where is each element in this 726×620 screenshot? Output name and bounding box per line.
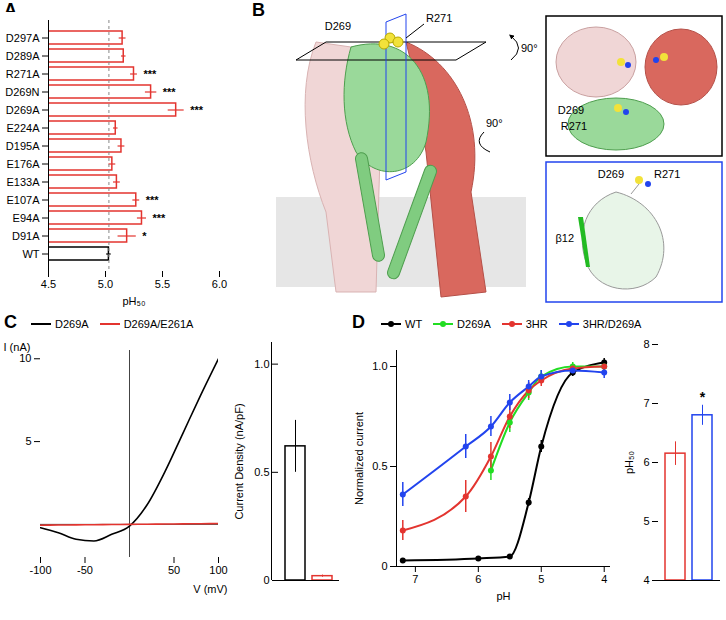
svg-text:R271: R271: [426, 12, 452, 24]
html-text:C: C: [4, 312, 17, 332]
svg-text:7: 7: [412, 573, 418, 585]
svg-text:5.0: 5.0: [98, 278, 113, 290]
svg-text:100: 100: [209, 564, 227, 576]
svg-text:6.0: 6.0: [212, 278, 227, 290]
html-text:D269A: D269A: [457, 318, 491, 330]
html-text:D269A: D269A: [55, 318, 89, 330]
svg-text:0.5: 0.5: [254, 466, 269, 478]
svg-text:1.0: 1.0: [372, 360, 387, 372]
svg-text:5: 5: [643, 515, 649, 527]
svg-text:pH₅₀: pH₅₀: [122, 295, 145, 307]
svg-text:*: *: [142, 230, 147, 242]
svg-text:***: ***: [143, 68, 157, 80]
html-text:WT: WT: [405, 318, 423, 330]
svg-text:V (mV): V (mV): [193, 583, 227, 595]
svg-text:4: 4: [643, 574, 649, 586]
svg-text:D269: D269: [558, 104, 584, 116]
svg-text:pH₅₀: pH₅₀: [623, 451, 635, 474]
svg-text:0: 0: [263, 574, 269, 586]
svg-text:E133A: E133A: [6, 176, 40, 188]
svg-text:D269A: D269A: [6, 104, 40, 116]
svg-text:***: ***: [146, 194, 160, 206]
svg-text:4: 4: [601, 573, 607, 585]
html-text:3HR/D269A: 3HR/D269A: [582, 318, 642, 330]
svg-text:D91A: D91A: [12, 230, 40, 242]
svg-text:Normalized current: Normalized current: [353, 412, 365, 505]
html-text:D: D: [352, 312, 365, 332]
svg-text:7: 7: [643, 397, 649, 409]
svg-text:4.5: 4.5: [41, 278, 56, 290]
svg-text:-50: -50: [77, 564, 93, 576]
svg-text:D269N: D269N: [5, 86, 39, 98]
svg-text:10: 10: [19, 352, 31, 364]
svg-text:-100: -100: [29, 564, 51, 576]
html-text:D269A/E261A: D269A/E261A: [123, 318, 194, 330]
svg-text:D195A: D195A: [6, 140, 40, 152]
html-text:3HR: 3HR: [525, 318, 548, 330]
svg-text:6: 6: [643, 456, 649, 468]
svg-text:D269: D269: [325, 20, 351, 32]
svg-text:R271A: R271A: [6, 68, 40, 80]
svg-text:D289A: D289A: [6, 50, 40, 62]
svg-text:R271: R271: [561, 120, 587, 132]
html-text:A: A: [4, 0, 17, 20]
svg-text:0: 0: [381, 560, 387, 572]
svg-text:E94A: E94A: [13, 212, 41, 224]
svg-text:6: 6: [475, 573, 481, 585]
svg-text:E224A: E224A: [6, 122, 40, 134]
svg-text:pH: pH: [496, 590, 510, 602]
svg-text:β12: β12: [555, 232, 574, 244]
svg-text:0.5: 0.5: [372, 460, 387, 472]
svg-text:90°: 90°: [521, 42, 538, 54]
svg-text:8: 8: [643, 338, 649, 350]
svg-text:***: ***: [163, 86, 177, 98]
svg-text:***: ***: [190, 104, 204, 116]
svg-text:5: 5: [538, 573, 544, 585]
svg-text:WT: WT: [22, 248, 39, 260]
svg-text:I (nA): I (nA): [4, 341, 31, 353]
svg-text:***: ***: [153, 212, 167, 224]
svg-text:D269: D269: [598, 168, 624, 180]
svg-text:E107A: E107A: [6, 194, 40, 206]
svg-text:5: 5: [25, 435, 31, 447]
svg-text:R271: R271: [654, 168, 680, 180]
svg-text:5.5: 5.5: [155, 278, 170, 290]
svg-text:D297A: D297A: [6, 32, 40, 44]
svg-text:Current Density (nA/pF): Current Density (nA/pF): [233, 403, 245, 519]
svg-text:90°: 90°: [486, 117, 503, 129]
svg-text:*: *: [700, 389, 706, 405]
html-text:B: B: [252, 0, 265, 20]
svg-text:E176A: E176A: [6, 158, 40, 170]
svg-text:50: 50: [168, 564, 180, 576]
svg-text:1.0: 1.0: [254, 358, 269, 370]
